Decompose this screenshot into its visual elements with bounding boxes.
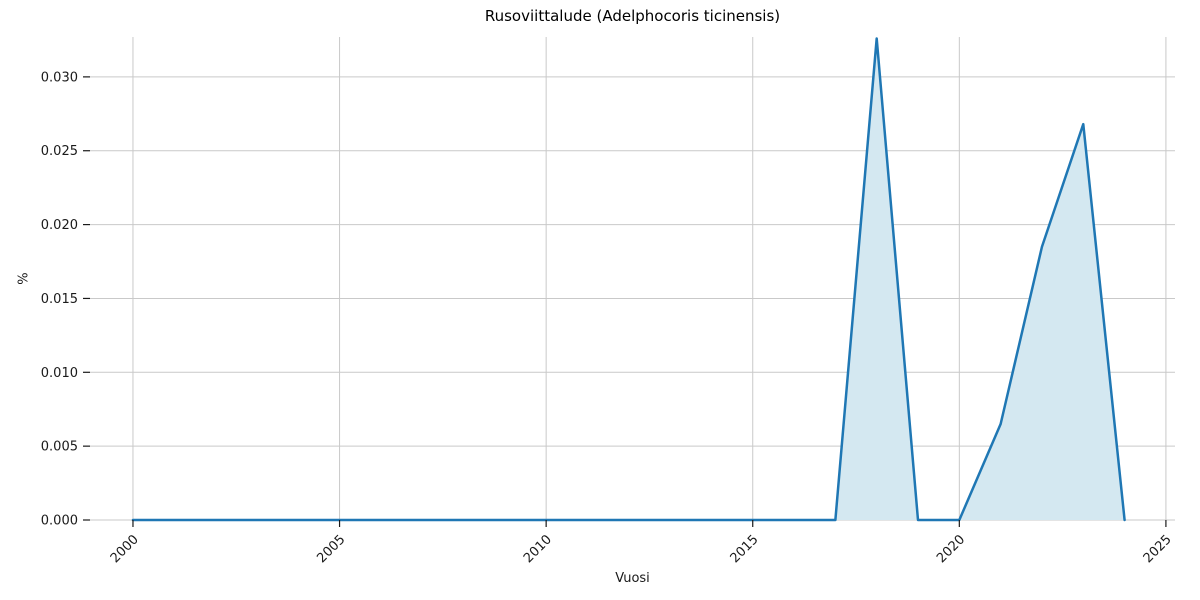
y-tick-label: 0.015 — [41, 292, 78, 307]
x-tick-label: 2025 — [1141, 532, 1175, 566]
series-line — [131, 37, 1126, 522]
series-area-fill — [132, 38, 1125, 520]
x-tick-label: 2010 — [521, 532, 555, 566]
y-tick-label: 0.030 — [41, 70, 78, 85]
x-axis-label: Vuosi — [615, 571, 650, 586]
x-tick-label: 2015 — [728, 532, 762, 566]
chart-title: Rusoviittalude (Adelphocoris ticinensis) — [484, 7, 781, 25]
y-tick-label: 0.000 — [41, 514, 78, 529]
x-tick-label: 2000 — [108, 532, 142, 566]
y-tick-label: 0.025 — [41, 144, 78, 159]
y-tick-label: 0.020 — [41, 218, 78, 233]
y-tick-label: 0.010 — [41, 366, 78, 381]
y-tick-label: 0.005 — [41, 440, 78, 455]
y-axis-label: % — [16, 272, 32, 285]
x-tick-label: 2005 — [314, 532, 348, 566]
x-tick-label: 2020 — [934, 532, 968, 566]
